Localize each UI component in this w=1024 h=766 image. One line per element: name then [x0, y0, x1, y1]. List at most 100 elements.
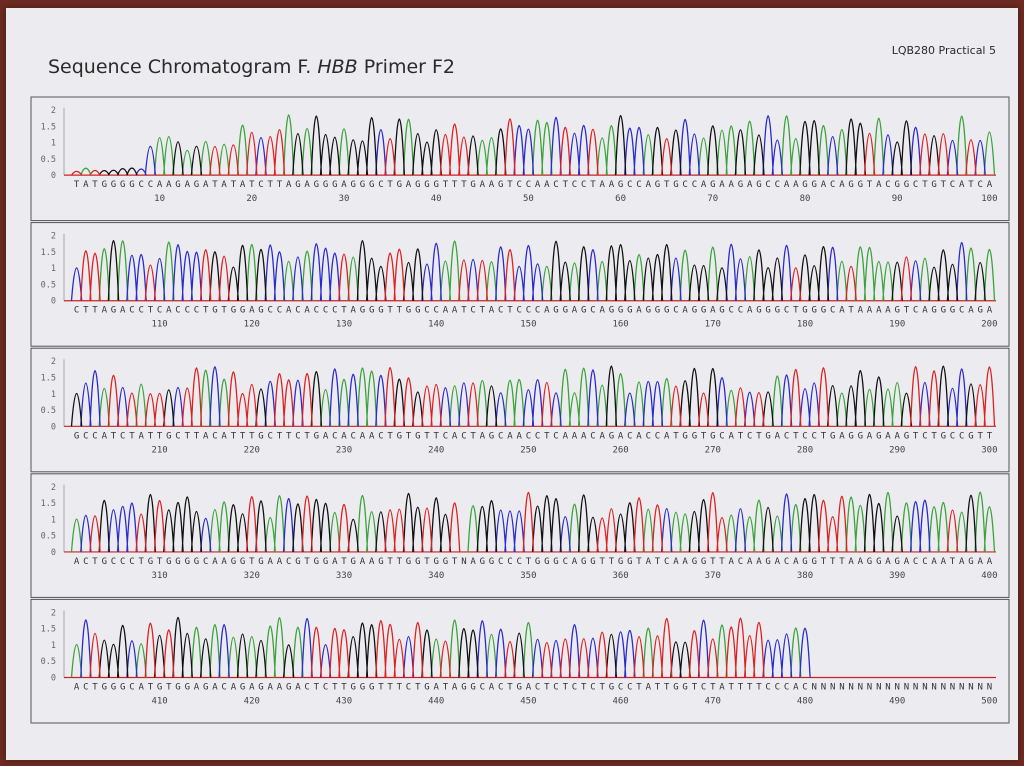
y-tick-label: 0.5: [41, 155, 56, 165]
trace-G: [98, 115, 940, 176]
base-call: A: [304, 180, 310, 190]
trace-T: [89, 617, 765, 678]
base-call: T: [83, 306, 89, 316]
base-call: G: [904, 431, 909, 441]
base-call: C: [922, 431, 927, 441]
base-call: T: [821, 557, 827, 567]
y-tick-label: 2: [51, 106, 56, 116]
base-call: G: [775, 306, 780, 316]
base-call: A: [83, 180, 89, 190]
base-call: T: [452, 180, 458, 190]
base-call: G: [148, 557, 153, 567]
base-call: A: [793, 683, 799, 693]
trace-G: [107, 240, 986, 301]
base-call: G: [314, 557, 319, 567]
base-call: C: [83, 683, 88, 693]
base-call: A: [636, 306, 642, 316]
base-call: C: [590, 306, 595, 316]
base-call: A: [728, 431, 734, 441]
base-call: C: [830, 306, 835, 316]
x-tick-label: 190: [889, 320, 905, 330]
base-call: T: [830, 557, 836, 567]
base-call: A: [572, 557, 578, 567]
base-call: A: [406, 180, 412, 190]
base-call: C: [212, 431, 217, 441]
x-tick-label: 240: [428, 445, 444, 455]
base-call: G: [858, 180, 863, 190]
base-call: C: [323, 306, 328, 316]
base-call: G: [563, 306, 568, 316]
base-call: C: [590, 431, 595, 441]
base-call: A: [572, 431, 578, 441]
x-tick-label: 260: [612, 445, 628, 455]
base-call: G: [258, 557, 263, 567]
base-call: T: [157, 431, 163, 441]
base-call: G: [489, 431, 494, 441]
base-call: A: [360, 431, 366, 441]
base-call: N: [904, 683, 909, 693]
y-tick-label: 0.5: [41, 280, 56, 290]
base-call: A: [968, 306, 974, 316]
base-call: T: [341, 557, 347, 567]
base-call: A: [756, 557, 762, 567]
base-call: G: [295, 557, 300, 567]
base-call: A: [682, 557, 688, 567]
base-call: G: [489, 557, 494, 567]
base-call: T: [397, 557, 403, 567]
base-call: T: [185, 431, 191, 441]
base-call: C: [738, 306, 743, 316]
base-call: C: [148, 180, 153, 190]
chromatogram-row-1: 00.511.52T A T G G G G C C A A G A G A T A T A T C T T A G A G G G A G…: [30, 96, 1010, 222]
base-call: C: [507, 557, 512, 567]
x-tick-label: 90: [892, 194, 903, 204]
base-call: T: [968, 180, 974, 190]
base-call: A: [599, 180, 605, 190]
base-call: G: [894, 557, 899, 567]
base-call: A: [470, 557, 476, 567]
base-call: C: [913, 557, 918, 567]
base-call: C: [738, 557, 743, 567]
base-call: C: [526, 306, 531, 316]
base-call: G: [406, 557, 411, 567]
base-call: C: [701, 683, 706, 693]
base-call: G: [664, 306, 669, 316]
base-call: T: [443, 180, 449, 190]
base-call: T: [664, 180, 670, 190]
y-tick-label: 0: [51, 297, 56, 307]
trace-A: [98, 367, 903, 427]
base-call: C: [92, 431, 97, 441]
base-call: G: [553, 306, 558, 316]
base-call: G: [941, 306, 946, 316]
base-call: N: [885, 683, 890, 693]
base-call: A: [876, 180, 882, 190]
base-call: C: [784, 431, 789, 441]
base-call: A: [701, 180, 707, 190]
y-tick-label: 2: [51, 357, 56, 367]
base-call: A: [673, 557, 679, 567]
base-call: A: [959, 557, 965, 567]
base-call: T: [728, 683, 734, 693]
base-call: G: [765, 557, 770, 567]
base-call: C: [129, 306, 134, 316]
base-call: T: [387, 180, 393, 190]
base-call: A: [636, 431, 642, 441]
base-call: T: [673, 431, 679, 441]
base-call: C: [277, 306, 282, 316]
base-call: G: [415, 557, 420, 567]
y-tick-label: 0: [51, 422, 56, 432]
row-frame: [30, 598, 1010, 724]
base-call: G: [350, 557, 355, 567]
base-call: T: [378, 683, 384, 693]
x-tick-label: 310: [151, 571, 167, 581]
base-call: C: [120, 557, 125, 567]
x-tick-label: 10: [154, 194, 165, 204]
base-call: A: [231, 683, 237, 693]
base-call: G: [802, 557, 807, 567]
base-call: C: [138, 306, 143, 316]
base-call: A: [885, 557, 891, 567]
base-call: G: [627, 306, 632, 316]
base-call: T: [793, 306, 799, 316]
base-call: G: [175, 180, 180, 190]
base-call: A: [987, 557, 993, 567]
